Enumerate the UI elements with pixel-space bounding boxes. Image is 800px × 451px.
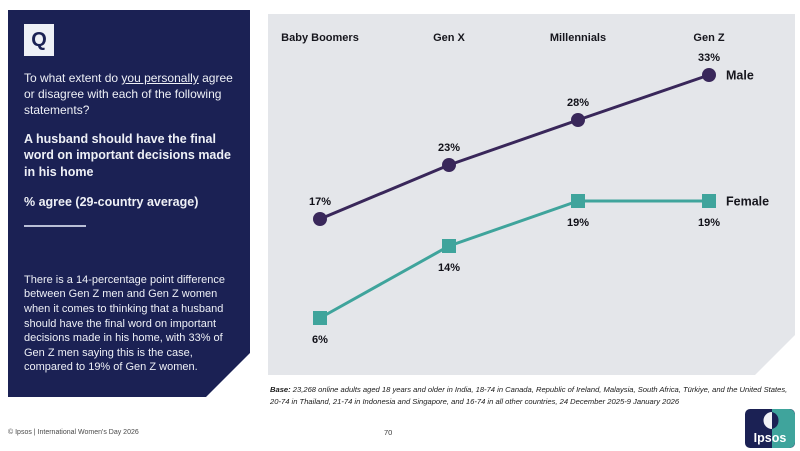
insight-text: There is a 14-percentage point differenc… bbox=[24, 273, 225, 374]
data-label-female-1: 14% bbox=[438, 262, 460, 274]
data-point-male-2 bbox=[571, 113, 585, 127]
logo-face-right-icon bbox=[772, 412, 779, 429]
series-line-male bbox=[320, 75, 709, 219]
category-label-gen-z: Gen Z bbox=[693, 32, 725, 44]
divider-rule bbox=[24, 225, 86, 227]
question-intro-pre: To what extent do bbox=[24, 71, 122, 85]
base-note-label: Base: bbox=[270, 385, 293, 394]
question-measure: % agree (29-country average) bbox=[24, 195, 199, 210]
ipsos-logo: Ipsos bbox=[745, 409, 795, 448]
data-label-male-0: 17% bbox=[309, 196, 331, 208]
question-intro-underlined: you personally bbox=[121, 71, 199, 85]
data-label-female-3: 19% bbox=[698, 217, 720, 229]
data-point-female-1 bbox=[442, 239, 456, 253]
data-point-female-2 bbox=[571, 194, 585, 208]
footer-copyright: © Ipsos | International Women's Day 2026 bbox=[8, 429, 139, 436]
trend-chart: 17% 23% 28% 33% Male 6% 14% 19% 19% Female bbox=[268, 14, 795, 375]
data-label-male-2: 28% bbox=[567, 97, 589, 109]
data-point-male-3 bbox=[702, 68, 716, 82]
question-panel: Q To what extent do you personally agree… bbox=[8, 10, 250, 397]
chart-panel: Baby Boomers Gen X Millennials Gen Z 17%… bbox=[268, 14, 795, 375]
page-number: 70 bbox=[384, 428, 393, 437]
category-label-baby-boomers: Baby Boomers bbox=[281, 32, 359, 44]
category-label-gen-x: Gen X bbox=[433, 32, 465, 44]
data-label-female-2: 19% bbox=[567, 217, 589, 229]
data-label-male-3: 33% bbox=[698, 52, 720, 64]
series-line-female bbox=[320, 201, 709, 318]
logo-wordmark: Ipsos bbox=[754, 431, 787, 445]
series-label-male: Male bbox=[726, 69, 754, 83]
base-note-text: 23,268 online adults aged 18 years and o… bbox=[270, 385, 788, 406]
data-label-male-1: 23% bbox=[438, 142, 460, 154]
data-label-female-0: 6% bbox=[312, 334, 328, 346]
data-point-female-0 bbox=[313, 311, 327, 325]
data-point-female-3 bbox=[702, 194, 716, 208]
series-label-female: Female bbox=[726, 195, 769, 209]
base-note: Base: 23,268 online adults aged 18 years… bbox=[270, 384, 797, 408]
question-badge: Q bbox=[24, 24, 54, 56]
question-intro-post: agree or disagree with each of the follo… bbox=[24, 71, 233, 118]
data-point-male-1 bbox=[442, 158, 456, 172]
category-label-millennials: Millennials bbox=[549, 32, 607, 44]
question-intro: To what extent do you personally agree o… bbox=[24, 70, 234, 119]
logo-face-left-icon bbox=[763, 412, 772, 429]
question-badge-letter: Q bbox=[31, 28, 47, 51]
question-statement: A husband should have the final word on … bbox=[24, 131, 231, 180]
data-point-male-0 bbox=[313, 212, 327, 226]
